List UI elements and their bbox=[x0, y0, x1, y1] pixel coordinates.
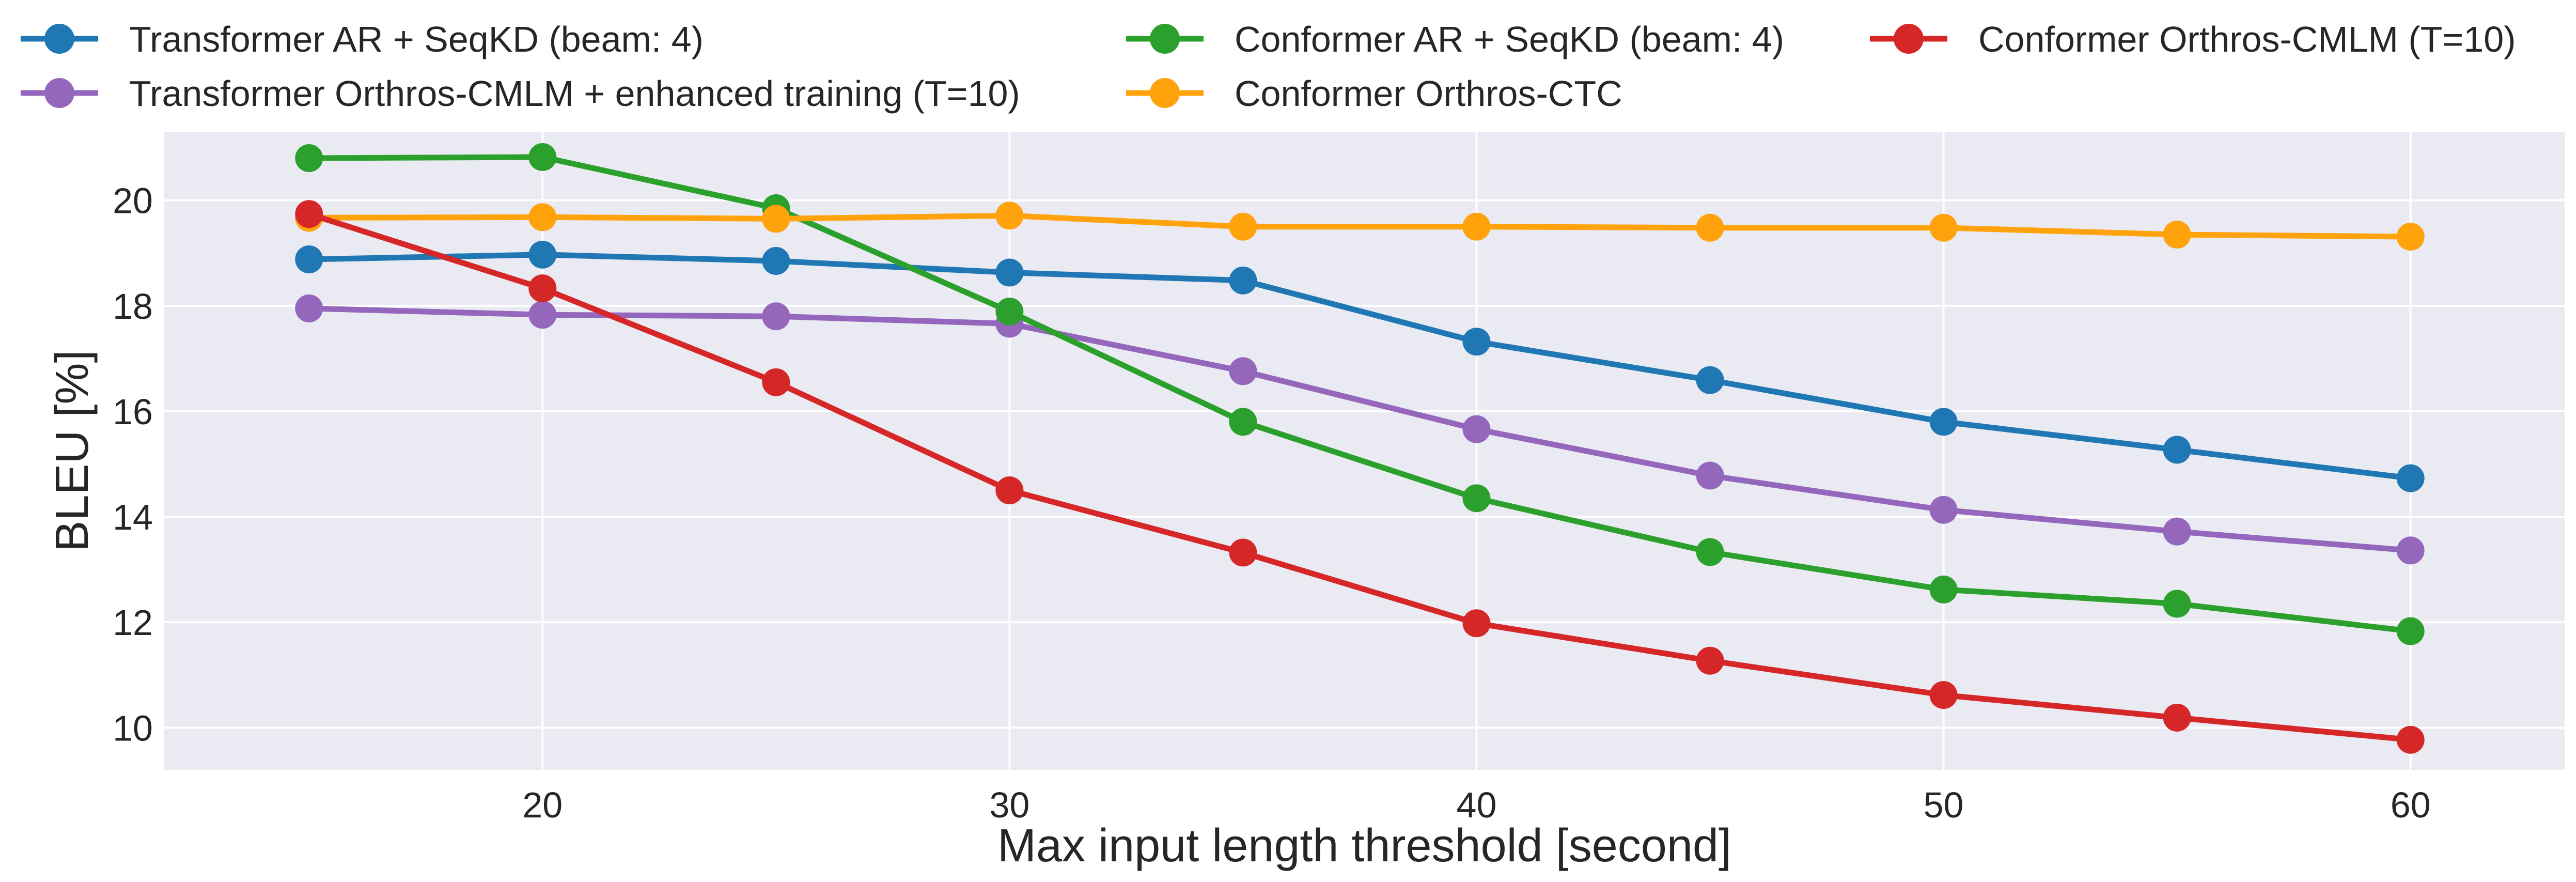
legend: Transformer AR + SeqKD (beam: 4) Transfor… bbox=[21, 19, 2516, 114]
x-axis-label: Max input length threshold [second] bbox=[997, 820, 1731, 872]
y-tick-label: 12 bbox=[113, 602, 153, 643]
series-5 bbox=[295, 200, 2425, 754]
data-point bbox=[1929, 496, 1958, 524]
legend-item: Conformer Orthros-CMLM (T=10) bbox=[1870, 19, 2516, 59]
data-point bbox=[1696, 366, 1724, 394]
legend-item: Transformer Orthros-CMLM + enhanced trai… bbox=[21, 73, 1020, 114]
data-point bbox=[528, 203, 557, 231]
legend-item: Conformer Orthros-CTC bbox=[1126, 73, 1622, 114]
data-point bbox=[1229, 212, 1257, 241]
data-point bbox=[2163, 590, 2191, 618]
data-point bbox=[762, 368, 790, 396]
x-tick-label: 50 bbox=[1924, 785, 1964, 825]
x-tick-label: 30 bbox=[989, 785, 1029, 825]
data-point bbox=[528, 240, 557, 269]
data-point bbox=[1462, 212, 1491, 241]
legend-swatch-marker bbox=[44, 24, 74, 54]
data-point bbox=[995, 258, 1024, 287]
data-point bbox=[995, 476, 1024, 505]
data-point bbox=[2396, 223, 2425, 251]
legend-swatch-marker bbox=[44, 78, 74, 108]
y-tick-label: 10 bbox=[113, 708, 153, 748]
data-point bbox=[295, 294, 323, 322]
data-point bbox=[1229, 357, 1257, 385]
series-group bbox=[295, 143, 2425, 754]
data-point bbox=[1929, 213, 1958, 242]
y-tick-label: 16 bbox=[113, 392, 153, 432]
x-axis-ticks: 20 30 40 50 60 bbox=[522, 785, 2430, 825]
legend-label: Conformer Orthros-CTC bbox=[1235, 73, 1622, 114]
data-point bbox=[1229, 266, 1257, 295]
legend-label: Transformer Orthros-CMLM + enhanced trai… bbox=[129, 73, 1020, 114]
data-point bbox=[762, 205, 790, 233]
y-tick-label: 18 bbox=[113, 286, 153, 327]
data-point bbox=[762, 302, 790, 331]
data-point bbox=[1696, 461, 1724, 490]
legend-label: Conformer AR + SeqKD (beam: 4) bbox=[1235, 19, 1784, 59]
data-point bbox=[1462, 484, 1491, 513]
x-tick-label: 40 bbox=[1457, 785, 1497, 825]
data-point bbox=[295, 245, 323, 273]
data-point bbox=[2163, 517, 2191, 546]
legend-swatch-marker bbox=[1894, 24, 1924, 54]
x-tick-label: 60 bbox=[2391, 785, 2431, 825]
legend-swatch-marker bbox=[1150, 24, 1180, 54]
legend-item: Transformer AR + SeqKD (beam: 4) bbox=[21, 19, 704, 59]
legend-label: Conformer Orthros-CMLM (T=10) bbox=[1978, 19, 2516, 59]
data-point bbox=[1929, 408, 1958, 436]
data-point bbox=[2396, 725, 2425, 754]
series-line bbox=[309, 212, 2411, 240]
data-point bbox=[2396, 536, 2425, 565]
data-point bbox=[1929, 681, 1958, 709]
data-point bbox=[528, 143, 557, 171]
data-point bbox=[528, 301, 557, 329]
data-point bbox=[1696, 646, 1724, 675]
legend-label: Transformer AR + SeqKD (beam: 4) bbox=[129, 19, 704, 59]
series-line bbox=[309, 305, 2411, 553]
series-line bbox=[309, 252, 2411, 482]
data-point bbox=[995, 298, 1024, 326]
data-point bbox=[1696, 538, 1724, 566]
data-point bbox=[762, 247, 790, 275]
data-point bbox=[995, 202, 1024, 230]
data-point bbox=[1462, 328, 1491, 356]
data-point bbox=[1696, 213, 1724, 242]
data-point bbox=[1929, 575, 1958, 604]
data-point bbox=[2163, 221, 2191, 249]
series-2 bbox=[295, 294, 2425, 565]
x-tick-label: 20 bbox=[522, 785, 563, 825]
y-axis-ticks: 10 12 14 16 18 20 bbox=[113, 181, 153, 749]
y-axis-label: BLEU [%] bbox=[46, 350, 98, 551]
data-point bbox=[1229, 538, 1257, 567]
series-1 bbox=[295, 240, 2425, 492]
legend-swatch-marker bbox=[1150, 78, 1180, 108]
data-point bbox=[295, 144, 323, 173]
data-point bbox=[1229, 408, 1257, 436]
legend-item: Conformer AR + SeqKD (beam: 4) bbox=[1126, 19, 1784, 59]
y-tick-label: 20 bbox=[113, 181, 153, 221]
data-point bbox=[1462, 609, 1491, 638]
series-line bbox=[308, 211, 2411, 743]
data-point bbox=[2396, 464, 2425, 492]
y-tick-label: 14 bbox=[113, 497, 153, 537]
data-point bbox=[1462, 415, 1491, 443]
data-point bbox=[2163, 703, 2191, 732]
data-point bbox=[2163, 436, 2191, 464]
series-line bbox=[309, 154, 2411, 635]
data-point bbox=[528, 274, 557, 303]
data-point bbox=[2396, 617, 2425, 645]
data-point bbox=[295, 200, 323, 228]
